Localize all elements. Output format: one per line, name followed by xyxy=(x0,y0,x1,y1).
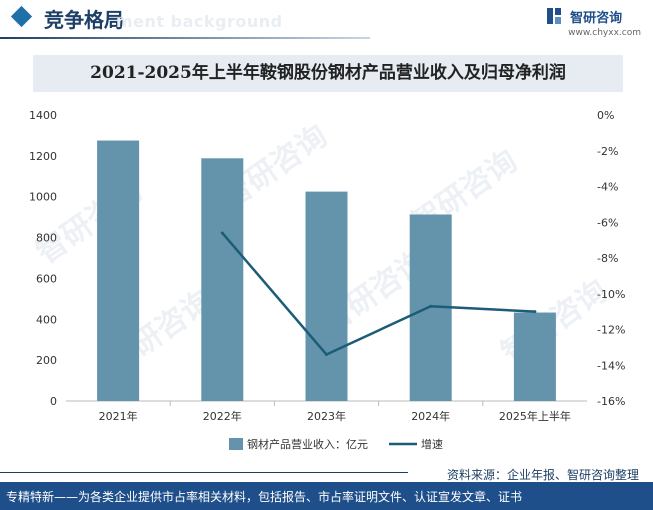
bar-2025年上半年 xyxy=(513,312,556,401)
y-left-tick-label: 1400 xyxy=(29,109,57,122)
brand-url: www.chyxx.com xyxy=(568,28,641,38)
source-divider xyxy=(0,472,408,473)
y-right-tick-label: -12% xyxy=(597,324,625,337)
growth-point-2024年 xyxy=(429,304,433,308)
legend-bar-label: 钢材产品营业收入：亿元 xyxy=(247,437,368,451)
brand-block: 智研咨询 www.chyxx.com xyxy=(547,7,641,38)
x-tick-label: 2022年 xyxy=(203,409,242,423)
y-right-tick-label: -4% xyxy=(597,181,618,194)
bar-2022年 xyxy=(201,158,244,401)
footer-text: 专精特新——为各类企业提供市占率相关材料，包括报告、市占率证明文件、认证宣发文章… xyxy=(6,490,523,504)
source-note: 资料来源：企业年报、智研咨询整理 xyxy=(446,468,639,482)
y-left-tick-label: 800 xyxy=(36,232,57,245)
section-header: 竞争格局 ment background 智研咨询 www.chyxx.com xyxy=(0,0,653,40)
bars-layer xyxy=(97,140,556,402)
x-tick-label: 2025年上半年 xyxy=(499,409,571,423)
y-right-tick-label: -2% xyxy=(597,145,618,158)
y-right-tick-label: -8% xyxy=(597,252,618,265)
background-watermark-text: ment background xyxy=(116,12,283,31)
x-tick-label: 2023年 xyxy=(307,409,346,423)
x-tick-label: 2024年 xyxy=(411,409,450,423)
y-right-tick-label: -10% xyxy=(597,288,625,301)
section-title: 竞争格局 xyxy=(44,8,124,32)
y-left-tick-label: 600 xyxy=(36,272,57,285)
footer-bar: 专精特新——为各类企业提供市占率相关材料，包括报告、市占率证明文件、认证宣发文章… xyxy=(0,482,653,510)
y-left-tick-label: 1000 xyxy=(29,191,57,204)
brand-logo-icon xyxy=(547,8,562,24)
chart-title: 2021-2025年上半年鞍钢股份钢材产品营业收入及归母净利润 xyxy=(33,55,623,92)
y-left-tick-label: 1200 xyxy=(29,150,57,163)
legend: 钢材产品营业收入：亿元 增速 xyxy=(229,437,443,451)
legend-bar-swatch xyxy=(229,438,243,450)
x-tick-label: 2021年 xyxy=(99,409,138,423)
y-left-tick-label: 0 xyxy=(50,395,57,408)
growth-line xyxy=(221,232,535,356)
bar-2023年 xyxy=(305,191,348,401)
legend-line-label: 增速 xyxy=(421,437,443,451)
y-right-tick-label: 0% xyxy=(597,109,614,122)
growth-point-2022年 xyxy=(220,231,224,235)
y-right-tick-label: -14% xyxy=(597,359,625,372)
y-right-tick-label: -16% xyxy=(597,395,625,408)
header-underline xyxy=(0,37,370,39)
chart-canvas: 智研咨询智研咨询智研咨询智研咨询智研咨询智研咨询 020040060080010… xyxy=(29,109,625,451)
y-left-tick-label: 200 xyxy=(36,354,57,367)
y-left-tick-label: 400 xyxy=(36,313,57,326)
brand-name: 智研咨询 xyxy=(570,11,623,26)
growth-point-2023年 xyxy=(325,353,328,357)
bar-2021年 xyxy=(97,140,140,402)
growth-point-2025年上半年 xyxy=(533,310,537,314)
axes-layer: 0 200 400 600 800 1000 1200 1400 0% -2% -4% -6% -8% -… xyxy=(29,109,625,423)
line-layer xyxy=(220,231,537,357)
y-right-tick-label: -6% xyxy=(597,216,618,229)
